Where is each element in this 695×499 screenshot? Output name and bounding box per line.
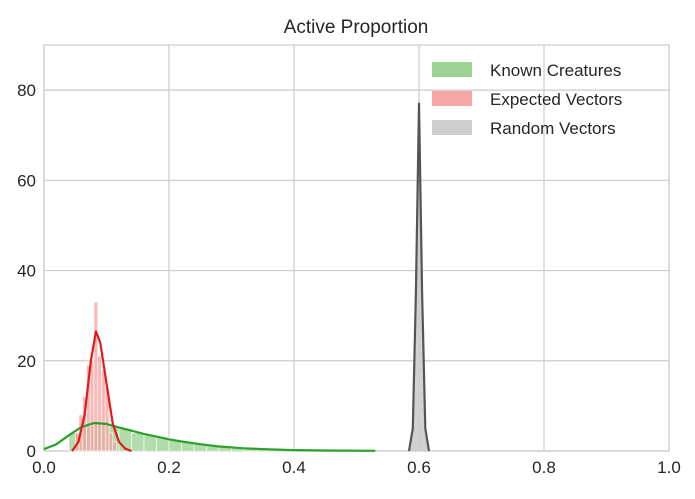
legend-label: Known Creatures [490,61,621,80]
histogram-bar [109,433,113,451]
legend-label: Random Vectors [490,119,616,138]
histogram-bar [132,433,145,451]
legend: Known Creatures Expected Vectors Random Ve… [432,61,622,138]
histogram-bar [144,435,157,451]
x-tick-label: 0.4 [282,458,306,477]
x-tick-label: 0.8 [532,458,556,477]
y-tick-label: 80 [17,81,36,100]
y-tick-label: 60 [17,171,36,190]
histogram-bar [94,302,98,451]
x-tick-label: 1.0 [657,458,681,477]
histogram-bar [102,370,106,451]
legend-swatch [432,120,472,135]
x-tick-label: 0.2 [157,458,181,477]
x-tick-label: 0.6 [407,458,431,477]
histogram-bar [90,361,94,451]
histogram-bar [113,442,117,451]
legend-swatch [432,62,472,77]
legend-swatch [432,91,472,106]
chart-title: Active Proportion [284,17,429,38]
y-tick-label: 20 [17,352,36,371]
y-tick-label: 0 [27,442,36,461]
y-tick-label: 40 [17,262,36,281]
legend-label: Expected Vectors [490,90,622,109]
histogram-bar [98,356,102,451]
